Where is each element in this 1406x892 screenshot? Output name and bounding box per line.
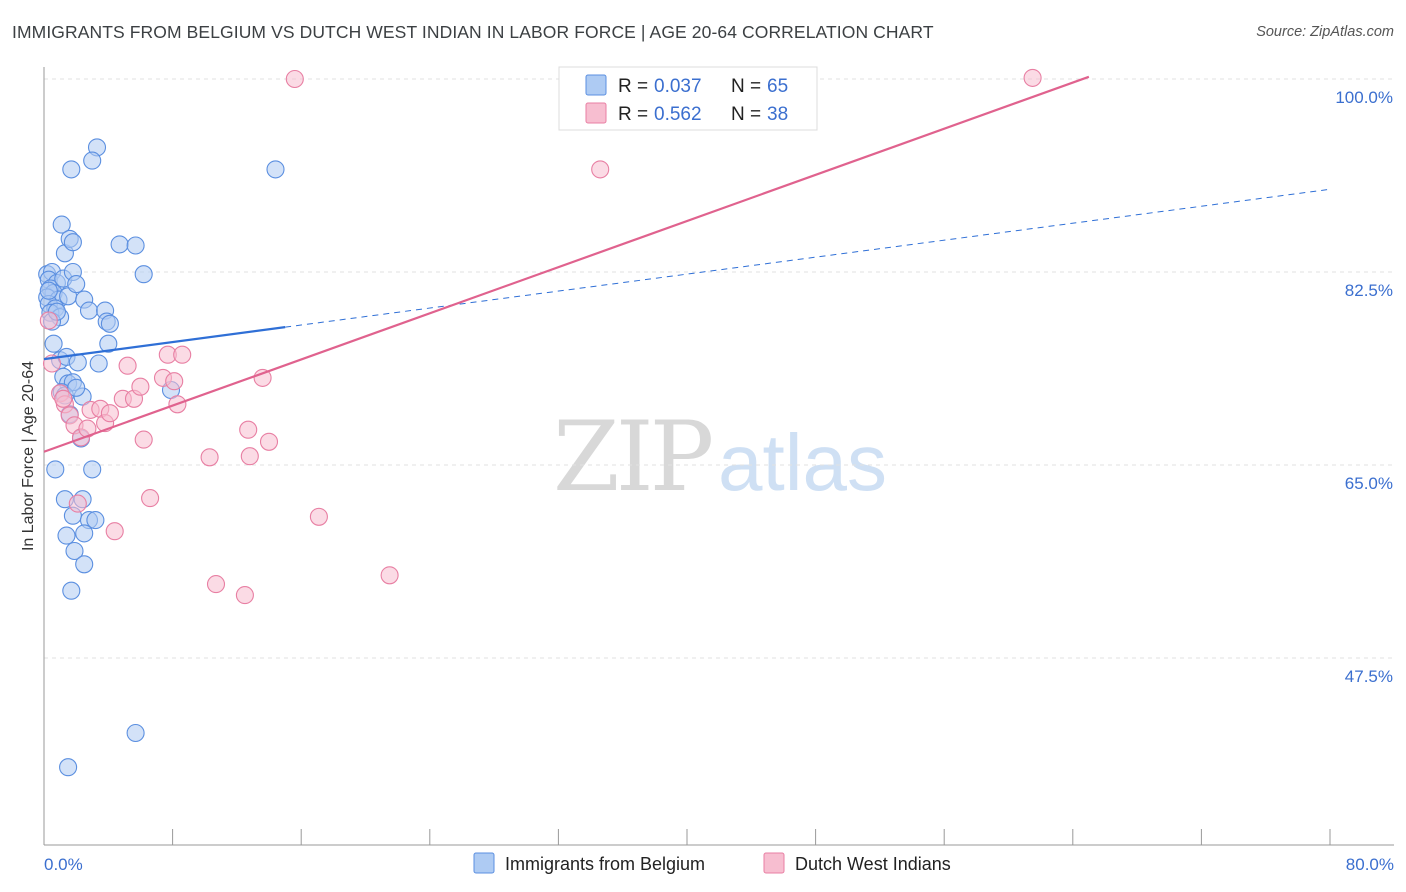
belgium-point-48 — [83, 460, 102, 479]
gridlines — [44, 78, 1394, 659]
trend-line-belgium-dashed — [285, 188, 1331, 328]
belgium-point-47 — [46, 460, 65, 479]
dutch-point-33 — [380, 566, 399, 585]
belgium-point-31 — [110, 235, 129, 254]
belgium-point-32 — [126, 236, 145, 255]
dutch-point-34 — [285, 69, 304, 89]
dutch-point-13 — [105, 522, 124, 541]
belgium-point-55 — [75, 524, 94, 543]
y-tick-label-0: 100.0% — [1335, 88, 1393, 107]
belgium-point-53 — [86, 511, 105, 530]
belgium-point-23 — [52, 215, 71, 234]
legend-swatch-dutch — [585, 102, 607, 124]
belgium-point-58 — [62, 581, 81, 600]
belgium-point-21 — [100, 314, 119, 333]
dutch-point-17 — [131, 377, 150, 396]
source-label: Source: ZipAtlas.com — [1256, 24, 1394, 40]
dutch-point-36 — [1023, 68, 1042, 87]
legend-r-value-belgium: 0.037 — [654, 76, 702, 97]
belgium-point-64 — [89, 354, 108, 373]
dutch-point-25 — [200, 448, 219, 467]
belgium-point-29 — [83, 151, 102, 170]
legend-n-label-0: N = — [731, 76, 761, 97]
belgium-point-18 — [79, 301, 99, 320]
belgium-point-16 — [67, 275, 86, 294]
belgium-point-60 — [59, 758, 78, 777]
dutch-point-35 — [591, 160, 610, 179]
belgium-point-57 — [75, 555, 94, 574]
y-tick-label-3: 47.5% — [1345, 667, 1393, 686]
belgium-point-22 — [99, 334, 118, 353]
bottom-legend-label-belgium: Immigrants from Belgium — [505, 854, 705, 874]
dutch-point-15 — [118, 356, 137, 375]
belgium-point-30 — [266, 160, 285, 179]
belgium-point-26 — [63, 233, 82, 252]
x-max-label: 80.0% — [1346, 855, 1394, 874]
x-min-label: 0.0% — [44, 855, 83, 874]
watermark-zip: ZIP — [553, 401, 712, 513]
belgium-point-34 — [44, 334, 63, 353]
chart-title: IMMIGRANTS FROM BELGIUM VS DUTCH WEST IN… — [12, 22, 934, 42]
dutch-point-37 — [54, 389, 73, 408]
legend-r-label-0: R = — [618, 76, 648, 97]
legend-r-value-dutch: 0.562 — [654, 104, 702, 125]
dutch-point-30 — [253, 368, 272, 387]
y-tick-label-2: 65.0% — [1345, 474, 1393, 493]
belgium-point-27 — [62, 160, 81, 179]
legend-r-label-1: R = — [618, 104, 648, 125]
belgium-point-54 — [57, 526, 76, 545]
dutch-point-12 — [100, 404, 119, 423]
dutch-point-7 — [68, 494, 87, 513]
belgium-point-61 — [39, 281, 58, 300]
legend-swatch-belgium — [585, 74, 607, 96]
stats-legend: R = 0.037 N = 65 R = 0.562 N = 38 — [558, 66, 818, 131]
y-tick-labels: 100.0% 82.5% 65.0% 47.5% — [1335, 88, 1393, 686]
trend-line-dutch — [43, 75, 1090, 453]
trend-line-belgium-solid — [43, 326, 286, 361]
axes — [43, 67, 1394, 846]
bottom-legend-label-dutch: Dutch West Indians — [795, 854, 951, 874]
series-dutch-west-indians-points — [39, 68, 1042, 605]
dutch-point-22 — [165, 372, 184, 391]
dutch-point-0 — [39, 311, 58, 330]
dutch-point-18 — [134, 430, 153, 449]
dutch-point-32 — [309, 507, 328, 526]
series-legend: Immigrants from Belgium Dutch West India… — [473, 852, 951, 874]
dutch-point-29 — [240, 447, 259, 466]
y-tick-label-1: 82.5% — [1345, 281, 1393, 300]
trend-lines — [43, 75, 1331, 453]
belgium-point-33 — [134, 265, 153, 284]
dutch-point-26 — [206, 575, 226, 594]
belgium-point-59 — [126, 723, 145, 743]
dutch-point-27 — [235, 586, 254, 605]
watermark-atlas: atlas — [718, 418, 887, 507]
belgium-point-63 — [67, 378, 86, 397]
legend-n-label-1: N = — [731, 104, 761, 125]
y-axis-title: In Labor Force | Age 20-64 — [20, 361, 37, 551]
bottom-legend-swatch-dutch — [763, 852, 785, 874]
bottom-legend-swatch-belgium — [473, 852, 495, 874]
dutch-point-19 — [141, 489, 160, 508]
dutch-point-24 — [173, 345, 192, 364]
belgium-point-56 — [65, 541, 84, 561]
dutch-point-28 — [239, 420, 258, 439]
dutch-point-31 — [259, 432, 279, 451]
legend-n-value-belgium: 65 — [767, 76, 788, 97]
legend-n-value-dutch: 38 — [767, 104, 788, 125]
x-ticks — [43, 829, 1331, 845]
